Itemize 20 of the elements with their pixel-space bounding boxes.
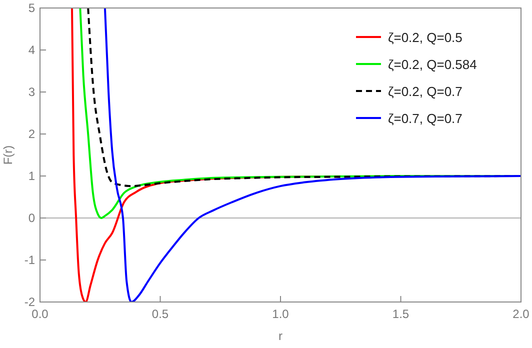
y-tick-label: 3 <box>28 85 36 99</box>
y-tick-label: -2 <box>24 295 36 309</box>
y-tick-label: -1 <box>24 253 36 267</box>
line-series <box>104 8 521 302</box>
y-tick-label: 1 <box>28 169 36 183</box>
legend-label: ζ=0.2, Q=0.5 <box>388 30 462 45</box>
y-tick-label: 0 <box>28 211 36 225</box>
x-tick-label: 1.5 <box>392 307 410 321</box>
legend-label: ζ=0.2, Q=0.584 <box>388 57 477 72</box>
legend-label: ζ=0.7, Q=0.7 <box>388 111 462 126</box>
y-tick-label: 2 <box>28 127 36 141</box>
y-axis-title: F(r) <box>1 145 15 165</box>
x-tick-label: 2.0 <box>512 307 530 321</box>
y-tick-label: 5 <box>28 1 36 15</box>
x-axis-title: r <box>278 329 282 343</box>
x-tick-label: 1.0 <box>272 307 290 321</box>
legend-label: ζ=0.2, Q=0.7 <box>388 84 462 99</box>
x-tick-label: 0.0 <box>32 307 49 321</box>
x-tick-label: 0.5 <box>152 307 169 321</box>
y-tick-label: 4 <box>28 43 36 57</box>
